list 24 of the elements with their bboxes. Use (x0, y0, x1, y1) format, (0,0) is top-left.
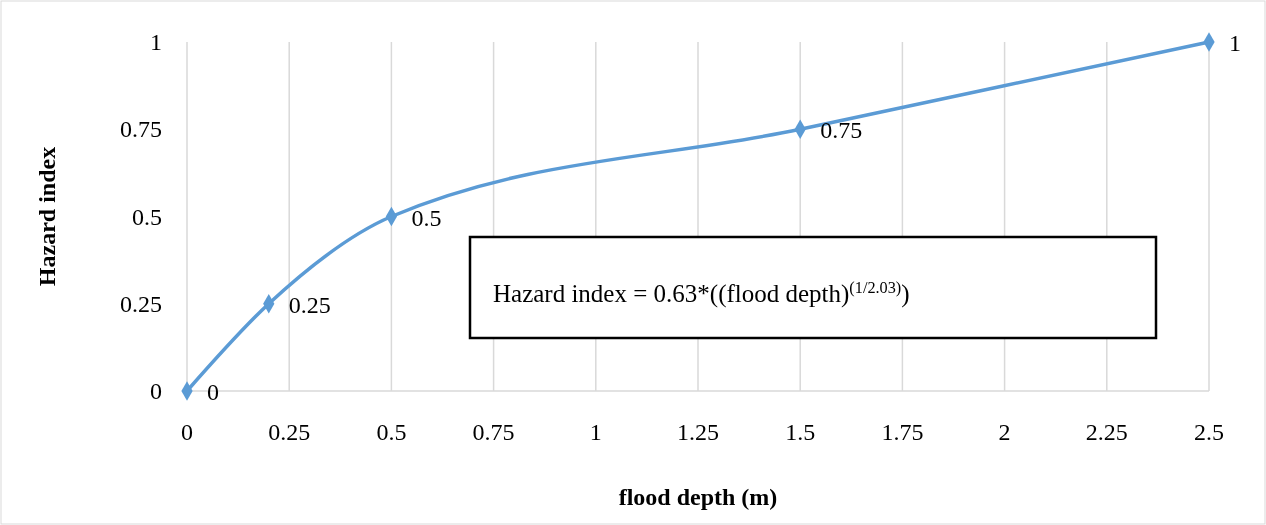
data-label: 0.75 (820, 117, 863, 144)
annotation: Hazard index = 0.63*((flood depth)$^{(1/2.03)}$) (493, 279, 910, 308)
x-tick-label: 2 (998, 419, 1011, 445)
data-label: 1 (1229, 30, 1241, 56)
x-tick-label: 1 (589, 419, 602, 445)
x-tick-label: 1.75 (881, 419, 924, 445)
data-label: 0.5 (411, 204, 442, 231)
y-tick-label: 1 (150, 29, 162, 55)
x-tick-label: 2.5 (1194, 419, 1224, 445)
x-tick-label: 2.25 (1085, 419, 1128, 445)
y-tick-label: 0 (150, 378, 162, 404)
data-label: 0.25 (288, 291, 331, 318)
y-tick-label: 0.25 (120, 290, 162, 317)
x-tick-label: 0.75 (472, 419, 515, 445)
x-axis-title: flood depth (m) (618, 484, 778, 510)
x-tick-label: 0 (181, 419, 193, 445)
x-tick-label: 1.25 (677, 419, 719, 445)
y-tick-label: 0.5 (132, 203, 162, 230)
x-tick-label: 0.5 (376, 419, 407, 445)
y-tick-label: 0.75 (120, 116, 162, 143)
x-tick-label: 0.25 (268, 419, 311, 445)
y-axis-title: Hazard index (34, 146, 60, 287)
x-tick-label: 1.5 (785, 419, 816, 445)
data-label: 0 (207, 379, 219, 405)
